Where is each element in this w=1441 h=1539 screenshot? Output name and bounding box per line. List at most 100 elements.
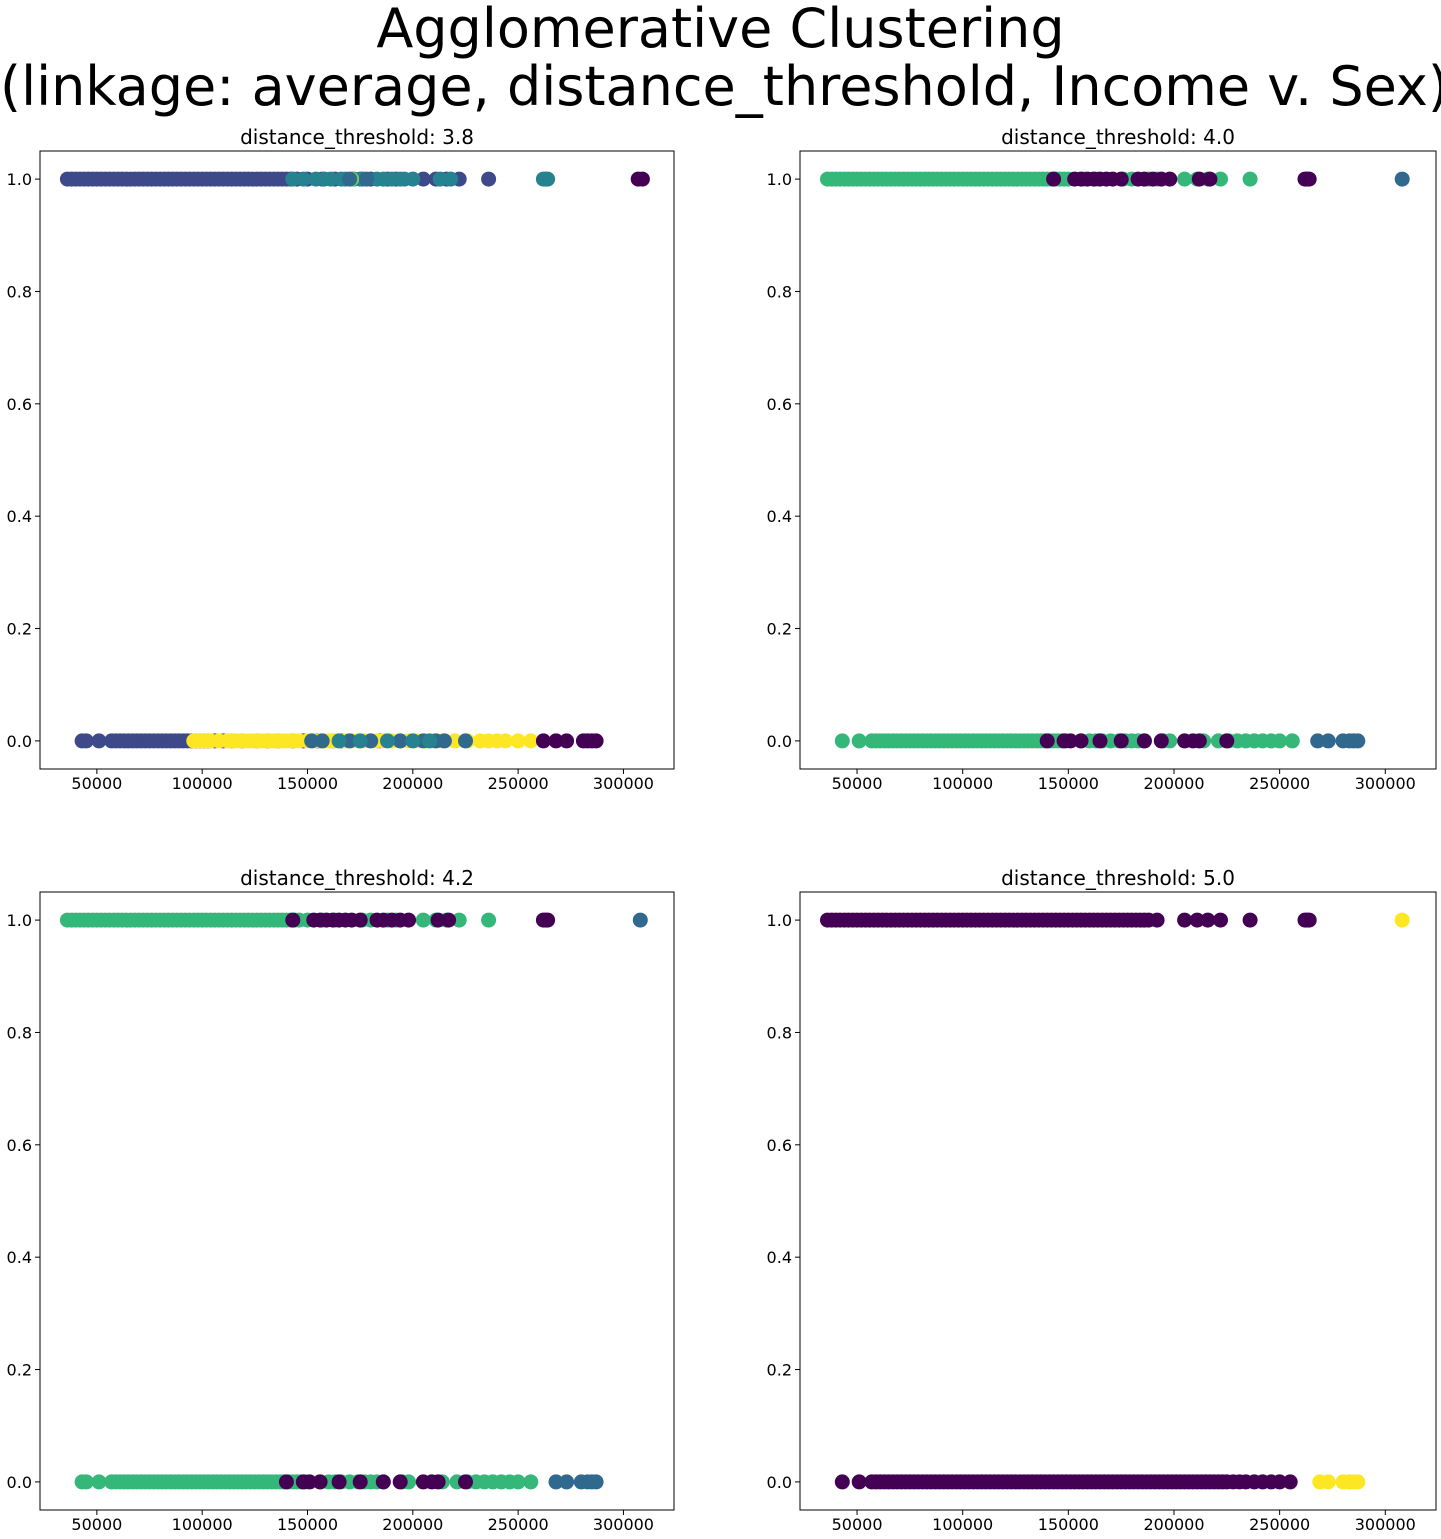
scatter-point: [548, 1474, 564, 1490]
axes-frame: [799, 891, 1437, 1511]
scatter-point: [312, 1474, 328, 1490]
scatter-point: [540, 912, 556, 928]
y-tick-label: 0.8: [767, 282, 792, 301]
scatter-point: [302, 1474, 318, 1490]
scatter-point: [510, 733, 526, 749]
scatter-point: [415, 912, 431, 928]
y-tick-label: 0.0: [767, 732, 792, 751]
scatter-point: [415, 171, 431, 187]
scatter-point: [1092, 733, 1108, 749]
scatter-point: [1213, 912, 1228, 928]
x-tick-label: 250000: [488, 774, 549, 793]
scatter-point: [1394, 912, 1410, 928]
scatter-point: [78, 1474, 94, 1490]
scatter-point: [1162, 171, 1178, 187]
axes-frame: [39, 150, 675, 770]
x-tick-label: 150000: [277, 774, 338, 793]
scatter-point: [285, 171, 301, 187]
x-tick-label: 300000: [1355, 774, 1416, 793]
scatter-point: [481, 171, 497, 187]
scatter-point: [1394, 171, 1410, 187]
scatter-point: [314, 733, 330, 749]
y-tick-label: 0.6: [7, 395, 32, 414]
scatter-point: [1113, 733, 1129, 749]
scatter-point: [1310, 733, 1326, 749]
scatter-point: [405, 171, 421, 187]
x-tick-label: 50000: [71, 774, 122, 793]
y-tick-label: 0.6: [767, 1136, 792, 1155]
figure-title-line-2: (linkage: average, distance_threshold, I…: [0, 55, 1441, 118]
y-tick-label: 0.4: [767, 507, 792, 526]
subplot-2: 50000 100000 150000 200000 250000 300000 0.0 0.…: [767, 125, 1437, 793]
subplot-title: distance_threshold: 5.0: [1001, 866, 1235, 890]
scatter-point: [359, 171, 374, 187]
scatter-point: [342, 171, 358, 187]
y-tick-label: 0.4: [767, 1248, 792, 1267]
scatter-point: [540, 171, 556, 187]
y-tick-label: 0.0: [7, 732, 32, 751]
x-tick-label: 150000: [1038, 774, 1099, 793]
scatter-point: [342, 733, 358, 749]
scatter-point: [1213, 171, 1228, 187]
scatter-point: [392, 733, 408, 749]
x-tick-label: 50000: [832, 1515, 883, 1534]
scatter-point: [1242, 171, 1258, 187]
x-tick-label: 150000: [277, 1515, 338, 1534]
y-tick-label: 1.0: [767, 911, 792, 930]
scatter-point: [588, 733, 604, 749]
scatter-point: [1320, 733, 1336, 749]
scatter-point: [1282, 1474, 1298, 1490]
scatter-point: [91, 1474, 107, 1490]
x-tick-label: 250000: [1249, 774, 1310, 793]
scatter-point: [510, 1474, 526, 1490]
scatter-point: [1046, 171, 1062, 187]
scatter-point: [1189, 912, 1205, 928]
scatter-point: [1284, 733, 1300, 749]
scatter-point: [1063, 733, 1078, 749]
scatter-point: [451, 912, 467, 928]
scatter-point: [851, 1474, 867, 1490]
scatter-point: [1073, 733, 1089, 749]
scatter-point: [331, 1474, 347, 1490]
y-tick-label: 0.6: [7, 1136, 32, 1155]
scatter-point: [392, 1474, 408, 1490]
y-tick-label: 1.0: [7, 170, 32, 189]
scatter-point: [91, 733, 107, 749]
scatter-point: [1301, 912, 1317, 928]
y-tick-label: 1.0: [7, 911, 32, 930]
scatter-point: [1272, 1474, 1288, 1490]
scatter-point: [588, 1474, 604, 1490]
scatter-point: [1350, 733, 1366, 749]
scatter-point: [523, 1474, 539, 1490]
scatter-point: [331, 733, 347, 749]
y-tick-label: 0.0: [767, 1473, 792, 1492]
subplot-1: 50000 100000 150000 200000 250000 300000 0.0 0.…: [7, 125, 675, 793]
scatter-point: [1242, 912, 1258, 928]
scatter-point: [375, 1474, 391, 1490]
scatter-point: [548, 733, 564, 749]
x-tick-label: 100000: [932, 774, 993, 793]
scatter-point: [458, 733, 473, 749]
x-tick-label: 200000: [382, 774, 443, 793]
x-tick-label: 200000: [1143, 1515, 1204, 1534]
scatter-point: [1301, 171, 1317, 187]
scatter-point: [295, 171, 311, 187]
axes-frame: [39, 891, 675, 1511]
y-tick-label: 0.4: [7, 1248, 32, 1267]
scatter-point: [447, 733, 463, 749]
x-tick-label: 50000: [71, 1515, 122, 1534]
scatter-point: [1219, 733, 1235, 749]
x-tick-label: 200000: [1143, 774, 1204, 793]
scatter-point: [352, 912, 368, 928]
scatter-point: [1272, 733, 1288, 749]
scatter-point: [632, 912, 648, 928]
scatter-point: [1191, 733, 1207, 749]
x-tick-label: 150000: [1038, 1515, 1099, 1534]
scatter-point: [278, 1474, 294, 1490]
y-tick-label: 1.0: [767, 170, 792, 189]
x-tick-label: 50000: [832, 774, 883, 793]
scatter-point: [1177, 912, 1193, 928]
scatter-point: [834, 733, 850, 749]
x-tick-label: 300000: [593, 1515, 654, 1534]
